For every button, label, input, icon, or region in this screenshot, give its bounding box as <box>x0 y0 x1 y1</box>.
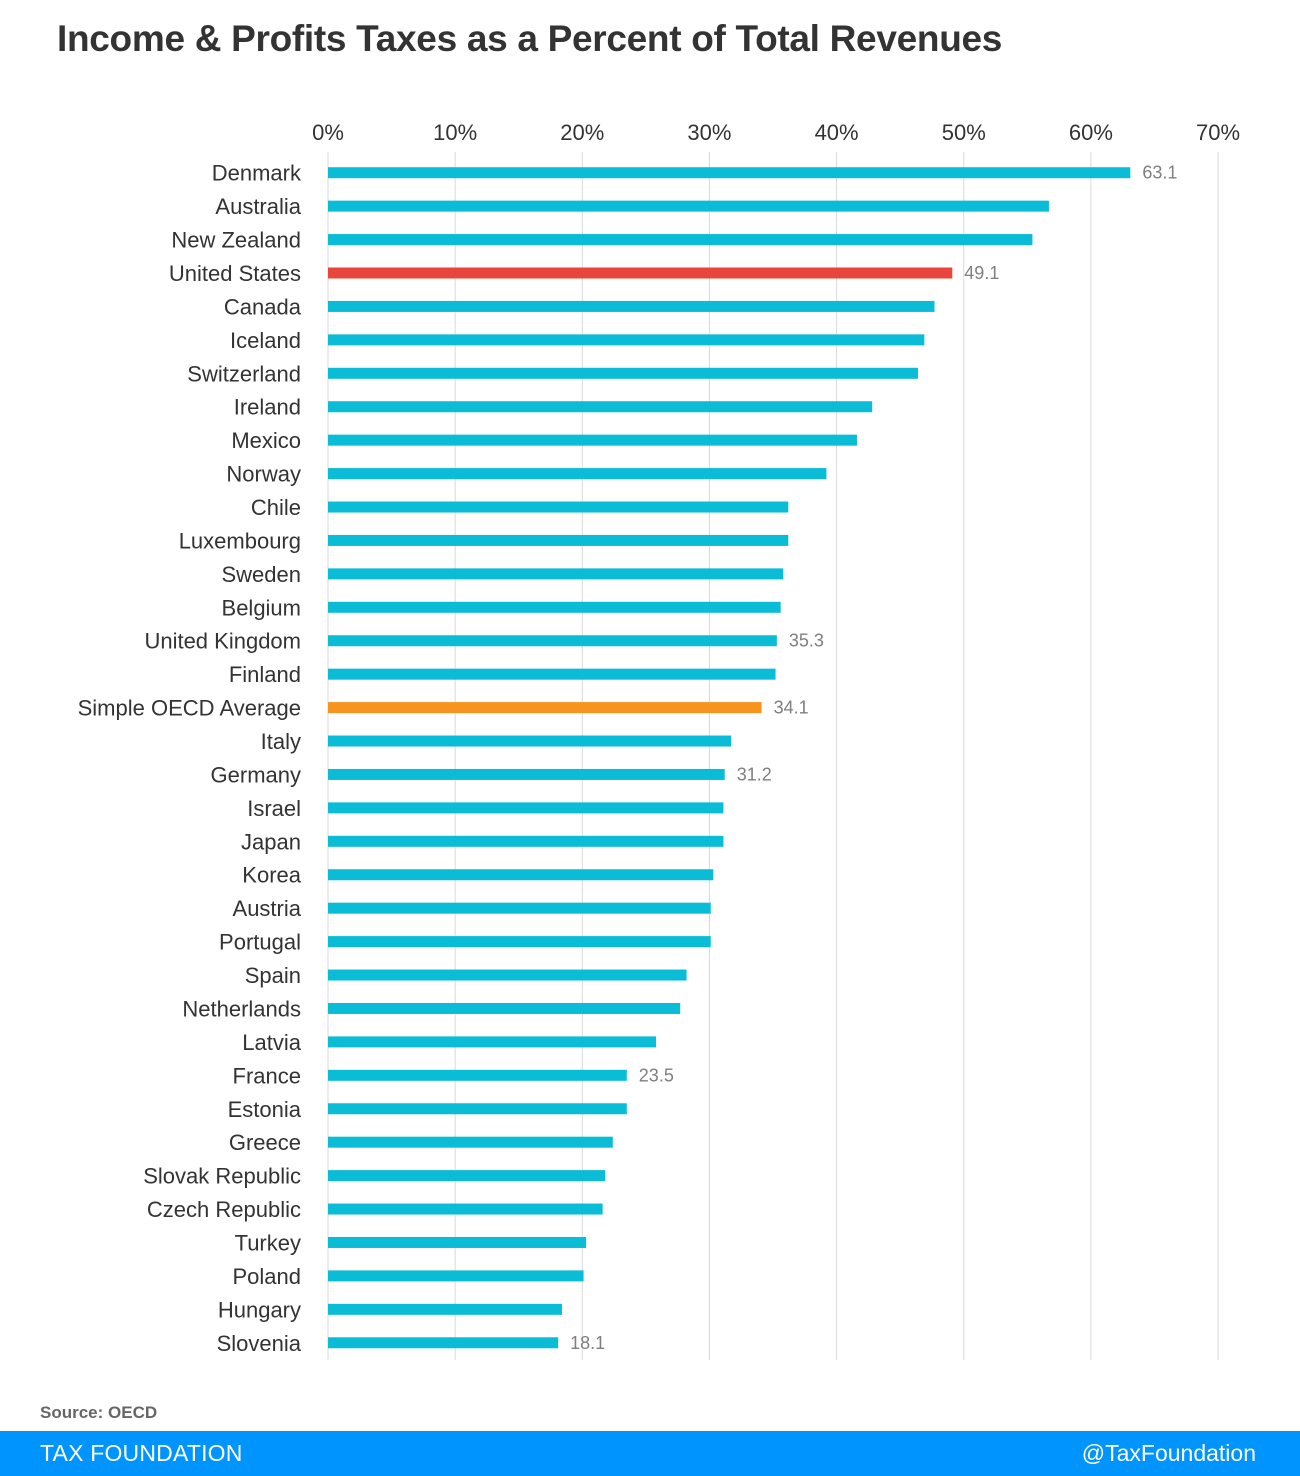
data-label: 31.2 <box>737 764 772 784</box>
category-label: Slovenia <box>217 1331 302 1356</box>
category-label: Poland <box>232 1264 301 1289</box>
category-label: New Zealand <box>171 228 301 253</box>
category-label: Austria <box>233 896 302 921</box>
bar <box>328 1303 562 1315</box>
bar <box>328 367 918 379</box>
data-label: 35.3 <box>789 631 824 651</box>
category-label: Czech Republic <box>147 1197 301 1222</box>
category-label: Portugal <box>219 930 301 955</box>
bar <box>328 1069 627 1081</box>
bar <box>328 167 1131 179</box>
x-tick-label: 0% <box>312 120 344 145</box>
bar <box>328 1170 606 1182</box>
data-label: 18.1 <box>570 1333 605 1353</box>
footer-handle: @TaxFoundation <box>1081 1440 1256 1466</box>
category-label: Simple OECD Average <box>78 696 301 721</box>
bar <box>328 1036 657 1048</box>
bar <box>328 1236 587 1248</box>
category-label: Spain <box>245 963 301 988</box>
x-tick-label: 60% <box>1069 120 1113 145</box>
category-label: Korea <box>242 863 301 888</box>
bar <box>328 869 714 881</box>
category-label: United Kingdom <box>144 629 301 654</box>
category-label: Greece <box>229 1130 301 1155</box>
category-label: United States <box>169 261 301 286</box>
bar <box>328 668 776 680</box>
bar <box>328 1136 613 1148</box>
bar <box>328 1337 559 1349</box>
category-label: Iceland <box>230 328 301 353</box>
category-label: Turkey <box>235 1230 301 1255</box>
x-tick-label: 30% <box>687 120 731 145</box>
category-label: France <box>233 1063 301 1088</box>
bar <box>328 300 935 312</box>
bar <box>328 334 925 346</box>
category-label: Japan <box>241 829 301 854</box>
bar <box>328 936 711 948</box>
category-label: Mexico <box>231 428 301 453</box>
category-label: Estonia <box>228 1097 302 1122</box>
x-tick-label: 40% <box>815 120 859 145</box>
bar <box>328 768 725 780</box>
bar <box>328 802 724 814</box>
bar-chart: 0% 10% 20% 30% 40% 50% 60% 70% Denmark 63.1 Austra… <box>78 120 1240 1360</box>
bar <box>328 434 857 446</box>
category-label: Israel <box>247 796 301 821</box>
x-tick-label: 20% <box>560 120 604 145</box>
x-tick-label: 10% <box>433 120 477 145</box>
footer-brand: TAX FOUNDATION <box>40 1440 243 1466</box>
source-note: Source: OECD <box>40 1403 158 1422</box>
data-label: 63.1 <box>1142 163 1177 183</box>
category-label: Norway <box>226 462 301 487</box>
bar <box>328 1270 584 1282</box>
category-label: Italy <box>261 729 301 754</box>
category-label: Finland <box>229 662 301 687</box>
bar <box>328 568 784 580</box>
x-tick-label: 50% <box>942 120 986 145</box>
bar <box>328 601 781 613</box>
bar <box>328 534 789 546</box>
bar <box>328 1203 603 1215</box>
category-label: Germany <box>211 762 301 787</box>
data-label: 34.1 <box>774 698 809 718</box>
footer-bar: TAX FOUNDATION @TaxFoundation <box>0 1431 1300 1476</box>
bar <box>328 401 873 413</box>
category-label: Chile <box>251 495 301 520</box>
data-label: 23.5 <box>639 1065 674 1085</box>
category-label: Canada <box>224 294 302 319</box>
bar <box>328 200 1049 212</box>
data-label: 49.1 <box>964 263 999 283</box>
category-label: Denmark <box>212 161 302 186</box>
bar <box>328 702 762 714</box>
chart-title: Income & Profits Taxes as a Percent of T… <box>57 18 1003 59</box>
bar <box>328 969 687 981</box>
bar <box>328 234 1033 246</box>
x-tick-label: 70% <box>1196 120 1240 145</box>
category-label: Switzerland <box>187 361 301 386</box>
category-label: Ireland <box>234 395 301 420</box>
category-label: Hungary <box>218 1297 301 1322</box>
bar <box>328 735 732 747</box>
category-label: Luxembourg <box>179 528 301 553</box>
bar <box>328 267 953 279</box>
bar <box>328 1103 627 1115</box>
category-label: Sweden <box>221 562 301 587</box>
bar <box>328 468 827 480</box>
bar <box>328 902 711 914</box>
category-label: Belgium <box>222 595 301 620</box>
category-label: Latvia <box>242 1030 301 1055</box>
category-label: Australia <box>215 194 301 219</box>
bar <box>328 501 789 513</box>
category-label: Netherlands <box>182 996 301 1021</box>
bar <box>328 835 724 847</box>
category-label: Slovak Republic <box>143 1164 301 1189</box>
bar <box>328 1002 681 1014</box>
bar <box>328 635 777 647</box>
